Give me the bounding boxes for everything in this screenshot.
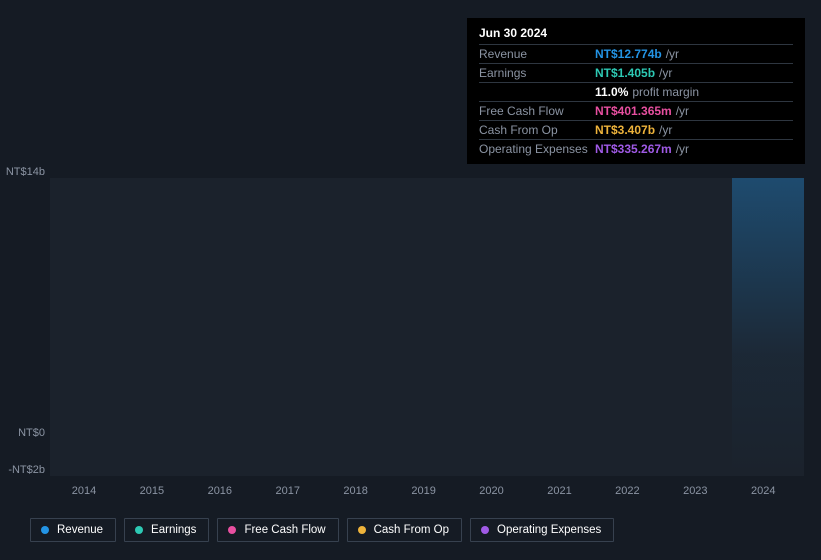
x-axis-label: 2018	[343, 485, 367, 497]
y-axis-label: -NT$2b	[8, 464, 45, 476]
tooltip-row-unit: /yr	[676, 104, 689, 118]
tooltip-row: RevenueNT$12.774b/yr	[479, 44, 793, 63]
tooltip-row-label: Revenue	[479, 47, 595, 61]
tooltip-row-unit: /yr	[676, 142, 689, 156]
tooltip-rows: RevenueNT$12.774b/yrEarningsNT$1.405b/yr…	[479, 44, 793, 158]
x-axis-label: 2015	[140, 485, 164, 497]
x-axis-label: 2022	[615, 485, 639, 497]
tooltip-date: Jun 30 2024	[479, 26, 793, 44]
tooltip-row-value: NT$401.365m	[595, 104, 672, 118]
legend-item-earnings[interactable]: Earnings	[124, 518, 209, 542]
legend-dot-icon	[358, 526, 366, 534]
tooltip-row-unit: /yr	[659, 123, 672, 137]
tooltip-row: 11.0% profit margin	[479, 82, 793, 101]
y-axis-label: NT$14b	[6, 166, 45, 178]
tooltip-row-value: NT$3.407b	[595, 123, 655, 137]
tooltip-row-unit: /yr	[666, 47, 679, 61]
legend-item-free-cash-flow[interactable]: Free Cash Flow	[217, 518, 338, 542]
legend-item-operating-expenses[interactable]: Operating Expenses	[470, 518, 614, 542]
tooltip-row-label: Free Cash Flow	[479, 104, 595, 118]
legend: Revenue Earnings Free Cash Flow Cash From O…	[30, 518, 614, 542]
tooltip-row-value: NT$335.267m	[595, 142, 672, 156]
tooltip-row-label: Operating Expenses	[479, 142, 595, 156]
tooltip-row-value: NT$1.405b	[595, 66, 655, 80]
y-axis-label: NT$0	[18, 427, 45, 439]
x-axis-label: 2020	[479, 485, 503, 497]
chart-container: Jun 30 2024 RevenueNT$12.774b/yrEarnings…	[0, 0, 821, 560]
legend-dot-icon	[41, 526, 49, 534]
tooltip-row-unit: profit margin	[632, 85, 699, 99]
tooltip-row: Operating ExpensesNT$335.267m/yr	[479, 139, 793, 158]
tooltip-row: Cash From OpNT$3.407b/yr	[479, 120, 793, 139]
legend-dot-icon	[228, 526, 236, 534]
tooltip-row-label: Cash From Op	[479, 123, 595, 137]
legend-label: Revenue	[57, 524, 103, 536]
tooltip-row-label: Earnings	[479, 66, 595, 80]
legend-item-revenue[interactable]: Revenue	[30, 518, 116, 542]
legend-label: Earnings	[151, 524, 196, 536]
tooltip-row: Free Cash FlowNT$401.365m/yr	[479, 101, 793, 120]
tooltip-row-unit: /yr	[659, 66, 672, 80]
plot-background	[50, 178, 804, 476]
legend-label: Operating Expenses	[497, 524, 601, 536]
x-axis-label: 2019	[411, 485, 435, 497]
legend-dot-icon	[135, 526, 143, 534]
legend-item-cash-from-op[interactable]: Cash From Op	[347, 518, 462, 542]
x-axis-label: 2024	[751, 485, 775, 497]
legend-label: Cash From Op	[374, 524, 449, 536]
x-axis-label: 2016	[208, 485, 232, 497]
hover-tooltip: Jun 30 2024 RevenueNT$12.774b/yrEarnings…	[467, 18, 805, 164]
x-axis-label: 2023	[683, 485, 707, 497]
tooltip-row-value: 11.0%	[595, 85, 628, 99]
x-axis-label: 2014	[72, 485, 96, 497]
tooltip-row-value: NT$12.774b	[595, 47, 662, 61]
x-axis-label: 2021	[547, 485, 571, 497]
legend-label: Free Cash Flow	[244, 524, 325, 536]
legend-dot-icon	[481, 526, 489, 534]
tooltip-row: EarningsNT$1.405b/yr	[479, 63, 793, 82]
x-axis-label: 2017	[275, 485, 299, 497]
plot-area	[50, 178, 804, 476]
